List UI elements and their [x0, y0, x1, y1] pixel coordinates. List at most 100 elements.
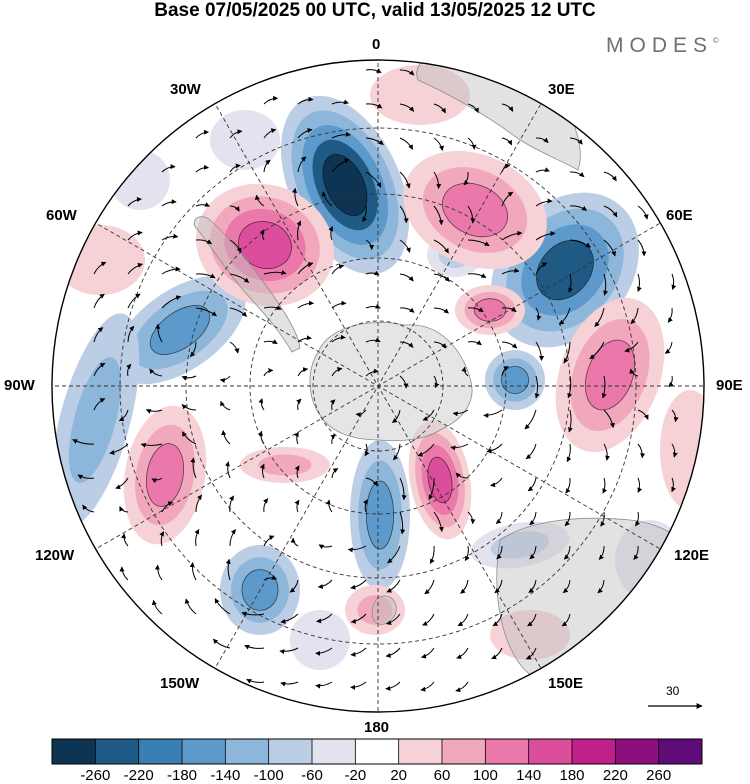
- wind-arrow: [254, 194, 265, 207]
- wind-arrow: [331, 131, 351, 139]
- lon-label-150w: 150W: [160, 675, 200, 692]
- wind-arrow: [671, 443, 678, 458]
- graticule: [52, 60, 704, 712]
- wind-arrow: [399, 137, 414, 150]
- wind-arrow: [671, 273, 677, 290]
- wind-arrow: [365, 477, 378, 487]
- colorbar-label: -60: [301, 767, 323, 784]
- wind-arrow: [399, 239, 411, 253]
- wind-arrow: [331, 366, 343, 377]
- wind-arrow: [362, 205, 368, 223]
- anomaly-contour: [473, 298, 507, 322]
- wind-arrow: [229, 273, 250, 283]
- wind-arrow: [181, 431, 197, 445]
- wind-arrow: [365, 239, 375, 250]
- wind-arrow: [321, 191, 333, 207]
- wind-arrow: [391, 409, 401, 424]
- colorbar-label: 180: [559, 767, 585, 784]
- wind-arrow: [263, 159, 271, 173]
- wind-arrow: [155, 323, 163, 343]
- wind-arrow: [151, 599, 163, 615]
- wind-arrow: [127, 230, 143, 241]
- colorbar-swatch: [312, 739, 356, 764]
- anomaly-contour: [110, 150, 170, 210]
- wind-arrow: [385, 681, 401, 691]
- wind-arrow: [77, 474, 95, 480]
- anomaly-contour: [427, 456, 453, 504]
- wind-arrow: [297, 156, 307, 173]
- wind-arrow: [529, 511, 537, 526]
- wind-arrow: [501, 366, 509, 377]
- colorbar-label: -100: [253, 767, 284, 784]
- wind-arrow: [241, 611, 265, 617]
- wind-arrow: [433, 511, 444, 532]
- wind-arrow: [567, 375, 573, 399]
- wind-arrow: [563, 341, 571, 364]
- wind-arrow: [467, 137, 477, 150]
- wind-arrow: [624, 341, 639, 353]
- wind-arrow: [490, 477, 503, 488]
- wind-arrow: [566, 443, 572, 463]
- wind-arrow: [280, 681, 299, 687]
- wind-arrow: [263, 498, 269, 513]
- anomaly-contour: [290, 610, 350, 670]
- wind-arrow: [159, 531, 165, 547]
- wind-arrow: [494, 579, 503, 594]
- wind-arrow: [535, 167, 550, 173]
- wind-arrow: [297, 335, 312, 343]
- reference-vector-label: 30: [666, 684, 680, 698]
- lon-label-90w: 90W: [4, 377, 35, 394]
- wind-arrow: [668, 375, 674, 388]
- anomaly-shading: [52, 65, 704, 670]
- wind-arrow: [637, 443, 646, 459]
- wind-arrow: [529, 545, 537, 560]
- wind-arrow: [433, 171, 442, 189]
- wind-arrow: [461, 366, 469, 377]
- wind-arrow: [365, 137, 384, 146]
- anomaly-contour: [258, 454, 312, 476]
- wind-arrow: [525, 647, 537, 660]
- wind-arrow: [364, 443, 370, 457]
- wind-arrow: [501, 267, 520, 275]
- wind-arrow: [212, 638, 231, 649]
- wind-arrow: [246, 678, 265, 684]
- wind-arrow: [229, 307, 247, 317]
- wind-arrow: [603, 443, 611, 461]
- meridian-line: [212, 99, 544, 673]
- wind-arrow: [229, 163, 241, 173]
- wind-arrow: [292, 187, 299, 207]
- wind-arrow: [601, 375, 607, 399]
- africa: [416, 60, 581, 171]
- wind-arrow: [181, 404, 197, 411]
- wind-arrow: [244, 644, 265, 650]
- wind-arrow: [635, 511, 641, 527]
- wind-arrow: [263, 339, 278, 345]
- anomaly-contour: [584, 339, 636, 411]
- colorbar-swatch: [615, 739, 659, 764]
- wind-arrow: [421, 647, 435, 659]
- wind-arrow: [119, 506, 129, 513]
- wind-arrow: [195, 307, 217, 317]
- wind-arrow: [569, 137, 583, 145]
- wind-arrow: [559, 307, 571, 325]
- wind-arrow: [93, 362, 106, 377]
- wind-arrow: [331, 264, 345, 275]
- wind-arrow: [184, 598, 197, 615]
- globe-border: [51, 59, 705, 713]
- lon-label-180: 180: [364, 719, 390, 736]
- wind-arrow: [318, 544, 333, 550]
- wind-arrow: [72, 439, 95, 445]
- wind-arrow: [195, 239, 212, 245]
- australia: [496, 517, 704, 695]
- wind-arrow: [127, 262, 143, 275]
- wind-arrow: [93, 293, 105, 309]
- wind-arrow: [496, 545, 503, 560]
- colorbar: [51, 738, 703, 765]
- wind-arrow: [603, 205, 618, 218]
- anomaly-contour: [660, 390, 704, 510]
- wind-arrow: [535, 198, 553, 207]
- wind-arrow: [594, 307, 605, 327]
- wind-arrow: [328, 226, 334, 241]
- anomaly-contour: [238, 221, 292, 269]
- lon-label-0: 0: [372, 36, 381, 53]
